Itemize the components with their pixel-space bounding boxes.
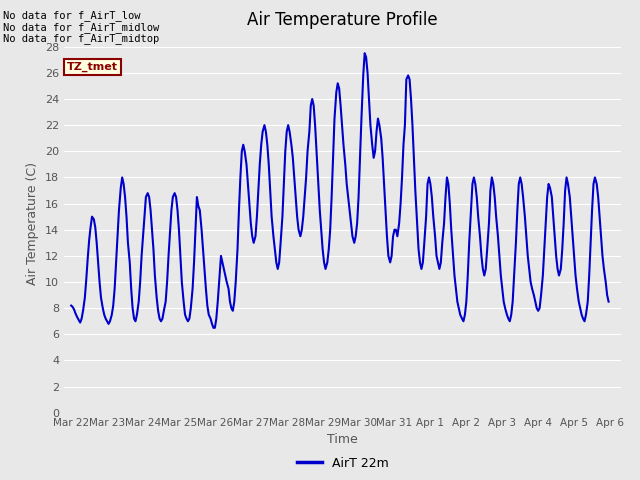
Y-axis label: Air Temperature (C): Air Temperature (C)	[26, 162, 39, 285]
Text: No data for f_AirT_midtop: No data for f_AirT_midtop	[3, 33, 159, 44]
Text: TZ_tmet: TZ_tmet	[67, 61, 118, 72]
Text: No data for f_AirT_midlow: No data for f_AirT_midlow	[3, 22, 159, 33]
X-axis label: Time: Time	[327, 433, 358, 446]
Title: Air Temperature Profile: Air Temperature Profile	[247, 11, 438, 29]
Legend: AirT 22m: AirT 22m	[292, 452, 393, 475]
Text: No data for f_AirT_low: No data for f_AirT_low	[3, 11, 141, 22]
